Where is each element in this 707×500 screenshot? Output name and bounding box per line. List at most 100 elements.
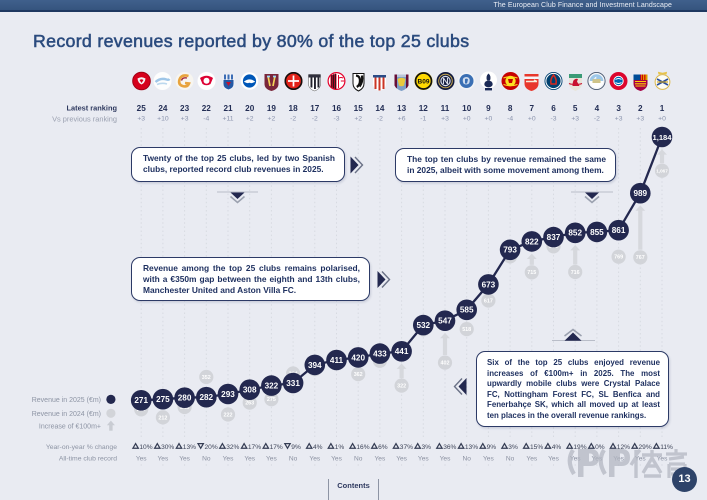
svg-text:-3: -3: [550, 116, 556, 123]
svg-text:1%: 1%: [335, 444, 345, 451]
svg-text:25: 25: [137, 104, 147, 113]
svg-text:No: No: [506, 456, 515, 463]
svg-text:20: 20: [245, 104, 255, 113]
svg-text:23: 23: [180, 104, 190, 113]
svg-text:402: 402: [441, 361, 450, 367]
svg-text:15%: 15%: [530, 444, 543, 451]
svg-text:24: 24: [158, 104, 168, 113]
svg-text:-4: -4: [507, 116, 513, 123]
svg-text:37%: 37%: [400, 444, 413, 451]
svg-text:837: 837: [547, 233, 561, 242]
svg-text:-2: -2: [312, 116, 318, 123]
svg-text:Yes: Yes: [158, 456, 169, 463]
svg-text:411: 411: [330, 356, 344, 365]
svg-text:2: 2: [638, 104, 643, 113]
svg-text:Yes: Yes: [266, 456, 277, 463]
svg-text:1: 1: [660, 104, 665, 113]
svg-text:+3: +3: [441, 116, 449, 123]
svg-text:-2: -2: [377, 116, 383, 123]
svg-text:10%: 10%: [139, 444, 152, 451]
svg-text:17: 17: [310, 104, 320, 113]
svg-text:822: 822: [525, 237, 539, 246]
svg-text:11%: 11%: [660, 444, 673, 451]
svg-text:17%: 17%: [248, 444, 261, 451]
svg-text:+10: +10: [157, 116, 169, 123]
svg-text:9%: 9%: [291, 444, 301, 451]
svg-text:3%: 3%: [508, 444, 518, 451]
svg-text:14: 14: [375, 104, 385, 113]
svg-text:21: 21: [223, 104, 233, 113]
svg-text:9%: 9%: [487, 444, 497, 451]
svg-text:222: 222: [224, 412, 233, 418]
svg-text:11: 11: [441, 104, 450, 113]
svg-text:+2: +2: [354, 116, 362, 123]
svg-text:263: 263: [245, 401, 254, 407]
svg-text:-2: -2: [290, 116, 296, 123]
svg-text:282: 282: [199, 393, 213, 402]
svg-text:Revenue in 2024 (€m): Revenue in 2024 (€m): [32, 411, 101, 418]
svg-text:36%: 36%: [443, 444, 456, 451]
svg-text:322: 322: [397, 384, 406, 390]
svg-text:13%: 13%: [183, 444, 196, 451]
svg-text:No: No: [462, 456, 471, 463]
svg-text:13%: 13%: [465, 444, 478, 451]
svg-text:212: 212: [158, 415, 167, 421]
svg-text:1,184: 1,184: [652, 133, 672, 142]
svg-text:280: 280: [178, 394, 192, 403]
svg-text:7: 7: [530, 104, 535, 113]
svg-text:Yes: Yes: [309, 456, 320, 463]
svg-text:+2: +2: [246, 116, 254, 123]
svg-text:716: 716: [571, 270, 580, 276]
svg-text:793: 793: [503, 246, 517, 255]
svg-text:+3: +3: [615, 116, 623, 123]
svg-text:3: 3: [616, 104, 621, 113]
svg-text:433: 433: [373, 350, 387, 359]
svg-text:17%: 17%: [270, 444, 283, 451]
svg-text:Yes: Yes: [418, 456, 429, 463]
svg-text:420: 420: [351, 353, 365, 362]
svg-text:-1: -1: [420, 116, 426, 123]
svg-text:Yes: Yes: [136, 456, 147, 463]
svg-text:Yes: Yes: [375, 456, 386, 463]
svg-text:+0: +0: [485, 116, 493, 123]
svg-text:30%: 30%: [161, 444, 174, 451]
svg-text:+11: +11: [222, 116, 233, 123]
svg-text:6: 6: [551, 104, 556, 113]
svg-text:+0: +0: [528, 116, 536, 123]
svg-text:Yes: Yes: [548, 456, 559, 463]
svg-text:+3: +3: [137, 116, 145, 123]
svg-text:Yes: Yes: [396, 456, 407, 463]
svg-text:-2: -2: [594, 116, 600, 123]
svg-text:12: 12: [419, 104, 429, 113]
svg-text:22: 22: [202, 104, 212, 113]
svg-text:Yes: Yes: [440, 456, 451, 463]
svg-text:+0: +0: [463, 116, 471, 123]
svg-text:271: 271: [134, 396, 148, 405]
svg-text:+0: +0: [658, 116, 666, 123]
svg-text:Year-on-year % change: Year-on-year % change: [46, 444, 117, 451]
svg-text:617: 617: [484, 298, 493, 304]
svg-text:15: 15: [354, 104, 364, 113]
svg-text:532: 532: [416, 321, 430, 330]
svg-text:10: 10: [462, 104, 472, 113]
svg-text:No: No: [289, 456, 298, 463]
svg-text:4%: 4%: [552, 444, 562, 451]
svg-text:362: 362: [354, 372, 363, 378]
svg-text:+3: +3: [571, 116, 579, 123]
svg-text:9: 9: [486, 104, 491, 113]
svg-text:12%: 12%: [617, 444, 630, 451]
svg-text:+2: +2: [268, 116, 276, 123]
svg-text:Yes: Yes: [526, 456, 537, 463]
svg-text:32%: 32%: [226, 444, 239, 451]
svg-text:308: 308: [243, 386, 257, 395]
svg-text:3%: 3%: [422, 444, 432, 451]
svg-text:Yes: Yes: [635, 456, 646, 463]
svg-text:6%: 6%: [378, 444, 388, 451]
svg-text:All-time club record: All-time club record: [59, 456, 117, 463]
svg-text:322: 322: [265, 382, 279, 391]
svg-text:+3: +3: [181, 116, 189, 123]
svg-text:Revenue in 2025 (€m): Revenue in 2025 (€m): [32, 397, 101, 404]
svg-text:352: 352: [202, 375, 211, 381]
svg-text:B09: B09: [417, 79, 429, 86]
svg-text:4: 4: [595, 104, 600, 113]
